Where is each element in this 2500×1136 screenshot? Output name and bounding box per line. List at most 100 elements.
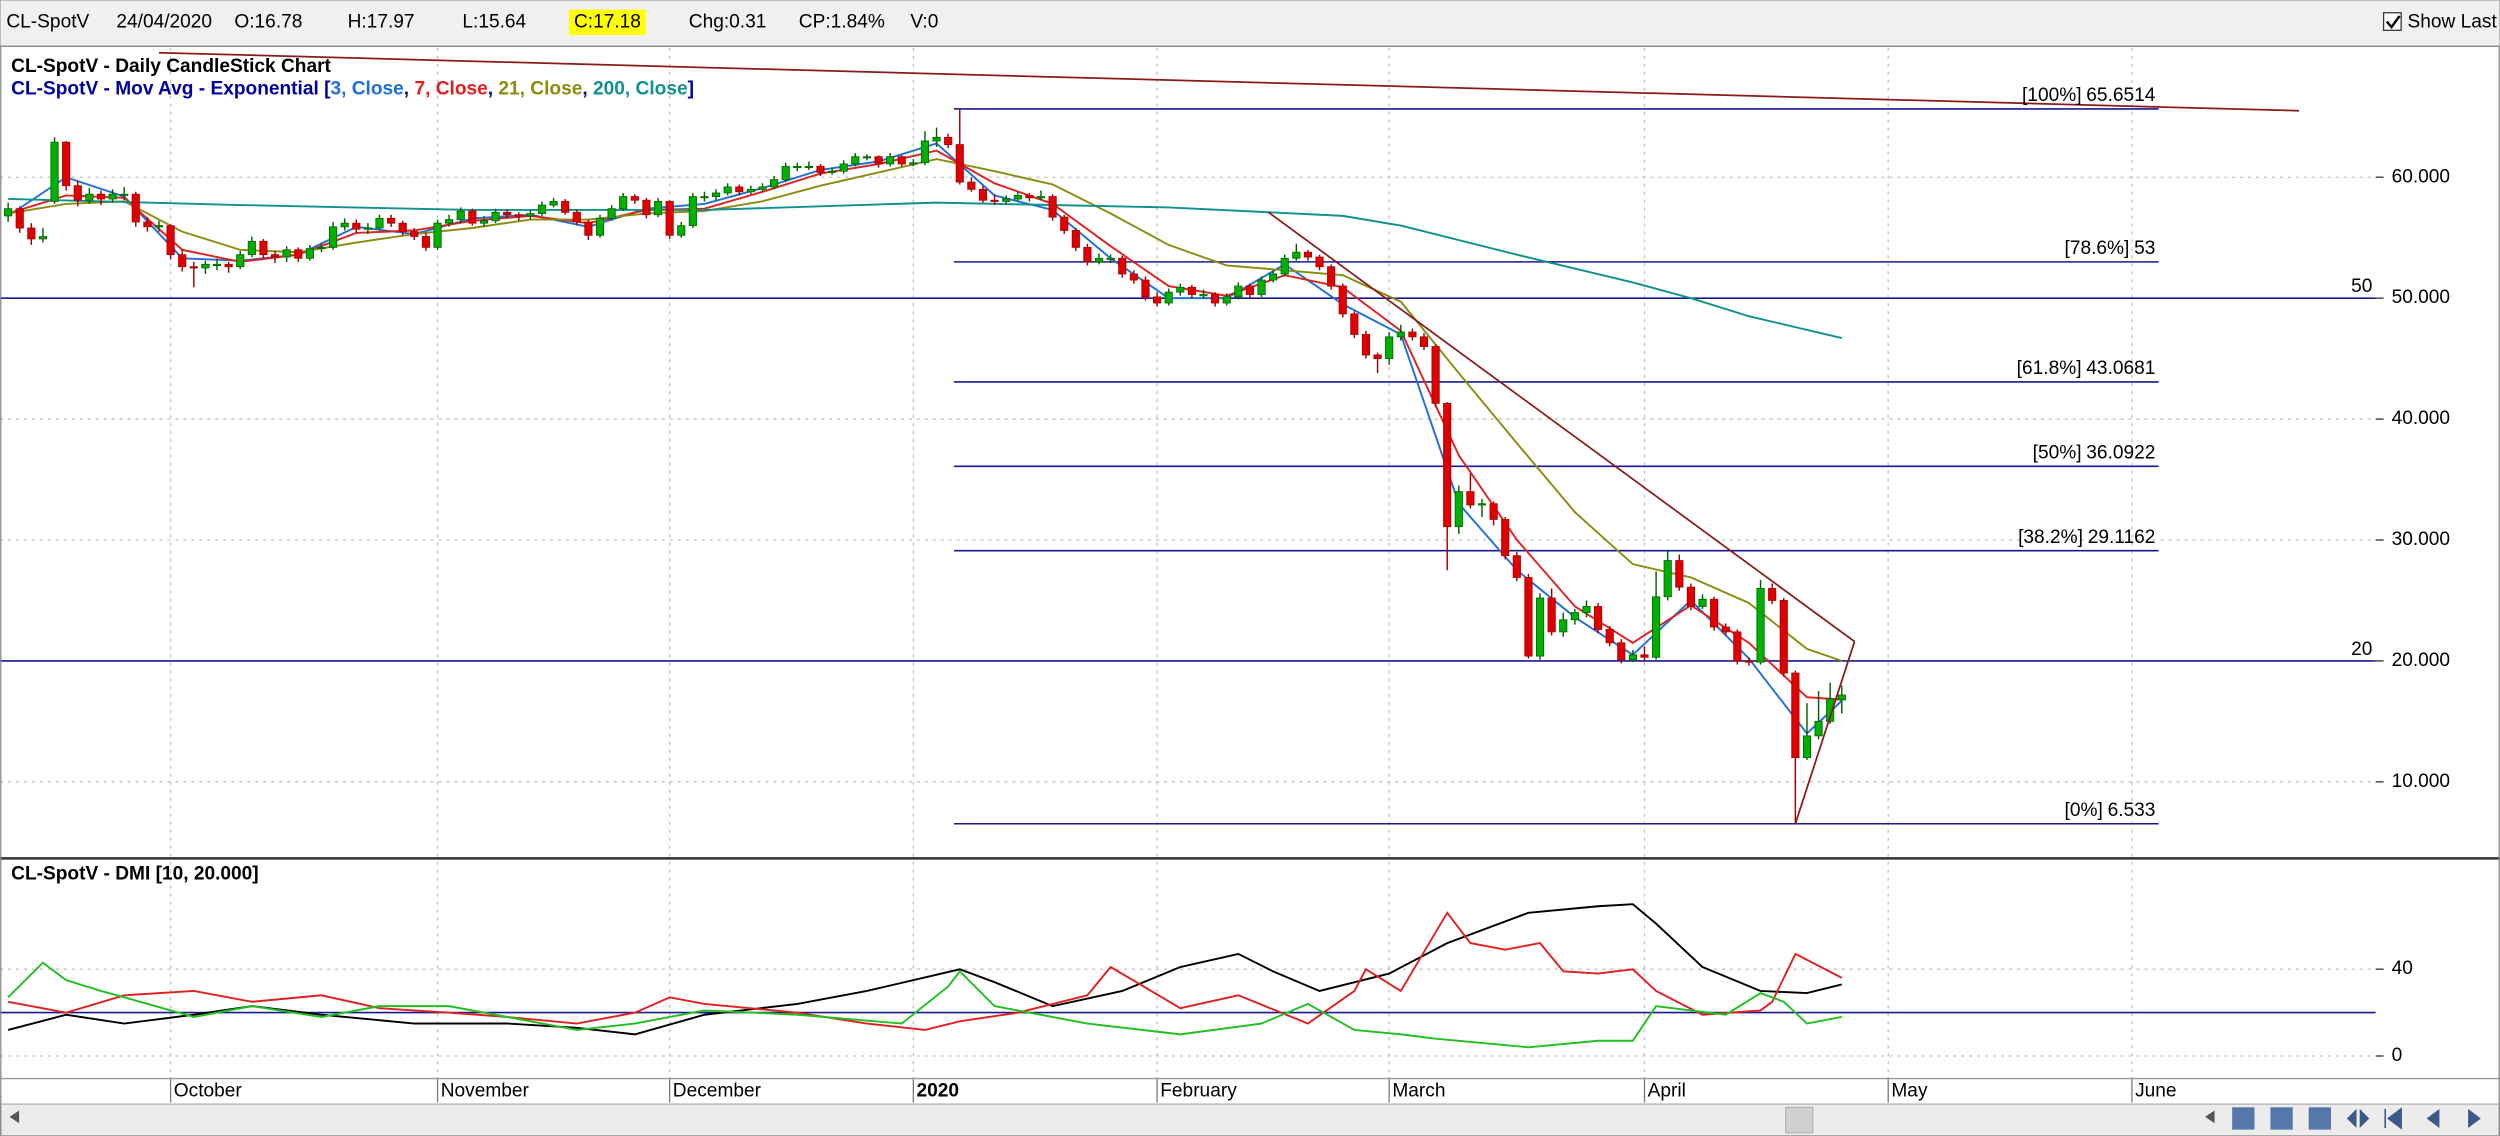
candle-body <box>247 240 256 256</box>
candle-body <box>1640 654 1649 658</box>
candle-body <box>561 201 570 213</box>
candle-body <box>1535 597 1545 657</box>
candle-body <box>1385 336 1394 360</box>
candle-body <box>108 193 117 200</box>
candle-body <box>630 196 639 201</box>
candle-body <box>1489 503 1498 520</box>
candle-body <box>1710 598 1719 628</box>
fib-label: [0%] 6.533 <box>2065 800 2156 821</box>
y-tick-label: 60.000 <box>2392 166 2450 187</box>
legend-separator: , <box>582 78 593 99</box>
candle-body <box>1791 672 1800 759</box>
candle-body <box>410 231 419 237</box>
scrollbar <box>0 1103 2500 1136</box>
candle-body <box>1698 598 1707 607</box>
trendline <box>158 51 2300 112</box>
candle-body <box>619 196 628 210</box>
tool-button[interactable] <box>2270 1107 2293 1130</box>
candle-body <box>1025 194 1034 199</box>
x-tick-label: November <box>441 1080 530 1101</box>
close: C:17.18 <box>574 11 641 32</box>
candle-body <box>862 156 871 159</box>
y-tick-label: 40.000 <box>2392 408 2450 429</box>
x-tick-label: February <box>1160 1080 1237 1101</box>
x-tick-label: October <box>174 1080 243 1101</box>
candle-body <box>1373 354 1382 360</box>
candle-body <box>572 211 581 223</box>
tool-button[interactable] <box>2232 1107 2255 1130</box>
candle-body <box>1118 257 1127 275</box>
fib-value: 65.6514 <box>2086 85 2155 106</box>
candle-body <box>270 254 280 258</box>
candle-body <box>1338 285 1347 315</box>
candle-body <box>735 186 744 193</box>
legend-suffix: ] <box>688 78 694 99</box>
candle-body <box>920 140 930 164</box>
legend-entry: 21, Close <box>498 78 582 99</box>
candle-body <box>433 222 442 248</box>
candle-body <box>1547 597 1556 633</box>
zoom-button[interactable] <box>2346 1108 2370 1129</box>
candle-body <box>282 249 291 258</box>
candle-body <box>1187 286 1196 295</box>
status-bar: CL-SpotV 24/04/2020 O:16.78 H:17.97 L:15… <box>0 0 2500 47</box>
prev-button[interactable] <box>2426 1108 2440 1129</box>
fib-name: [78.6%] <box>2065 238 2130 259</box>
candle-body <box>967 181 976 190</box>
candle-body <box>1512 555 1521 578</box>
candle-body <box>479 220 489 224</box>
dmi-line <box>7 911 1843 1031</box>
candle-body <box>1477 503 1487 506</box>
candle-body <box>1211 294 1220 304</box>
candle-body <box>1002 198 1011 202</box>
fib-name: [61.8%] <box>2017 358 2082 379</box>
scroll-left[interactable] <box>9 1110 20 1124</box>
next-button[interactable] <box>2468 1108 2481 1129</box>
first-button[interactable] <box>2384 1107 2402 1130</box>
candle-body <box>1408 331 1417 338</box>
tool-button[interactable] <box>2308 1107 2331 1130</box>
frame <box>0 45 2500 1136</box>
candle-body <box>700 196 709 199</box>
candle-body <box>1199 294 1208 297</box>
x-tick-label: April <box>1648 1080 1686 1101</box>
dmi-line <box>7 961 1843 1049</box>
candle-body <box>886 156 895 165</box>
candle-body <box>1013 194 1022 200</box>
candle-body <box>317 246 326 250</box>
x-tick-label: 2020 <box>917 1080 960 1101</box>
candle-body <box>1779 600 1788 674</box>
fib-value: 29.1162 <box>2088 527 2156 548</box>
candle-body <box>1315 256 1324 268</box>
candle-body <box>526 213 535 217</box>
candle-body <box>932 136 941 142</box>
scroll-right-arrow[interactable] <box>2205 1110 2215 1124</box>
candle-body <box>770 179 779 188</box>
show-last-label[interactable]: Show Last <box>2408 11 2498 32</box>
candle-body <box>1083 246 1092 263</box>
fib-value: 6.533 <box>2108 800 2156 821</box>
fib-value: 53 <box>2134 238 2155 259</box>
candle-body <box>1628 654 1637 661</box>
candle-body <box>96 193 106 200</box>
candle-body <box>375 217 384 229</box>
candle-body <box>236 254 245 268</box>
candle-body <box>1524 577 1533 657</box>
candle-body <box>1675 560 1684 588</box>
scrollbar-thumb[interactable] <box>1785 1106 1814 1134</box>
candle-body <box>607 208 616 219</box>
trendline <box>1267 211 1856 643</box>
candle-body <box>1048 196 1057 218</box>
candle-body <box>294 249 303 259</box>
show-last-checkbox[interactable] <box>2382 12 2402 31</box>
candle-body <box>1094 257 1104 263</box>
candle-body <box>1234 285 1243 298</box>
x-tick-label: March <box>1392 1080 1445 1101</box>
candle-body <box>456 210 465 220</box>
fib-value: 43.0681 <box>2086 358 2155 379</box>
candle-body <box>711 192 721 197</box>
candle-body <box>1164 291 1173 304</box>
fib-name: [100%] <box>2022 85 2082 106</box>
scrollbar-track[interactable] <box>0 1103 2500 1136</box>
fib-name: [50%] <box>2033 443 2082 464</box>
